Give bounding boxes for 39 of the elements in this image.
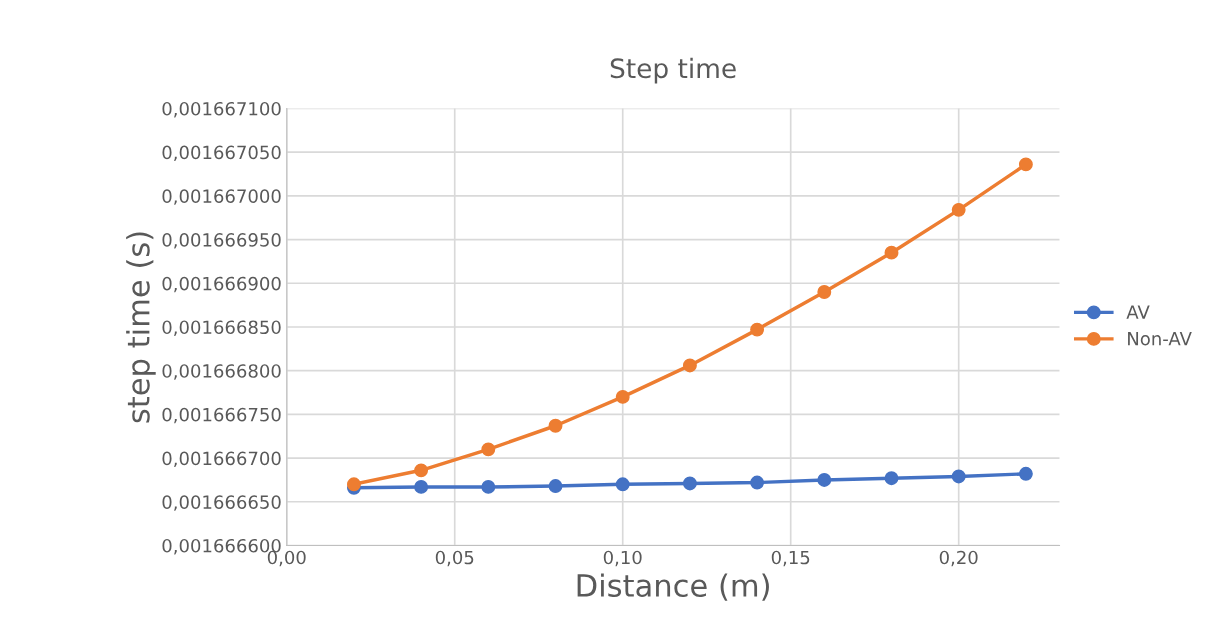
y-tick-label: 0,001666700 [162,451,281,468]
point [481,442,496,457]
point [1018,466,1033,481]
point [615,477,630,492]
point [414,479,429,494]
point [884,245,899,260]
point [414,463,429,478]
point [817,472,832,487]
y-tick-label: 0,001667100 [162,101,281,118]
point [951,202,966,217]
point [682,476,697,491]
y-tick-label: 0,001667000 [162,189,281,205]
x-axis-title: Distance (m) [577,573,769,601]
chart-title: Step time [610,57,736,84]
y-tick-label: 0,001666850 [162,320,281,336]
y-tick-label: 0,001666750 [162,407,281,424]
y-tick-label: 0,001666950 [162,233,281,249]
legend-label: AV [1126,305,1150,319]
point [750,475,765,490]
point [884,471,899,486]
x-tick-label: 0,15 [771,550,810,567]
point [951,469,966,484]
x-tick-label: 0,20 [939,550,978,567]
point [750,322,765,337]
point [481,479,496,494]
y-tick-label: 0,001666900 [162,276,281,293]
point [817,285,832,299]
point [1018,157,1033,172]
y-tick-label: 0,001666800 [162,364,281,380]
point [548,479,563,493]
point [682,358,697,373]
point [615,389,630,404]
y-axis-title: step time (s) [126,232,156,423]
legend-label: Non-AV [1128,332,1192,346]
point [548,418,563,433]
x-tick-label: 0,05 [435,550,474,567]
x-tick-label: 0,10 [603,550,642,567]
y-tick-label: 0,001667050 [162,145,281,162]
y-tick-label: 0,001666650 [162,495,281,511]
